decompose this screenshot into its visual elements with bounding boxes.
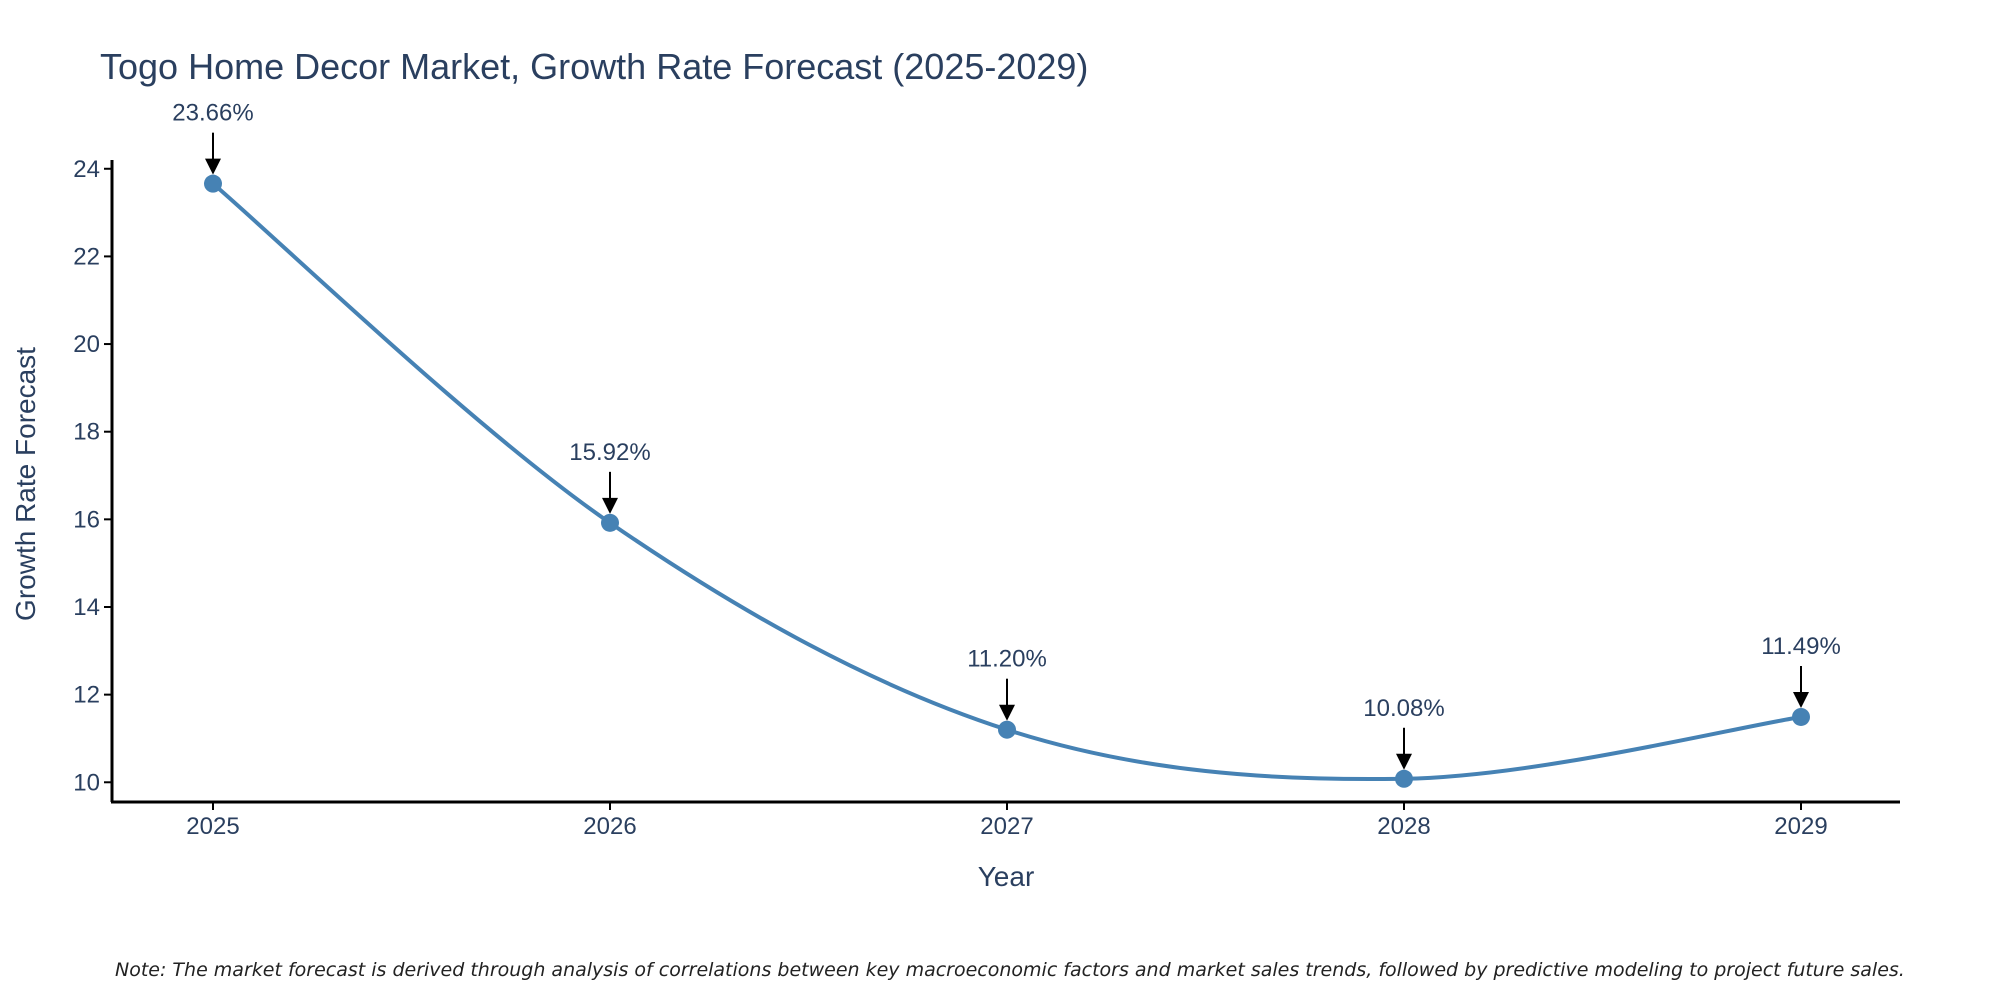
data-markers bbox=[204, 174, 1810, 788]
data-point bbox=[1792, 707, 1810, 726]
y-axis-title: Growth Rate Forecast bbox=[10, 347, 41, 621]
data-point bbox=[601, 513, 619, 532]
y-tick-label: 18 bbox=[73, 419, 100, 446]
y-tick-label: 16 bbox=[73, 506, 100, 533]
data-point bbox=[204, 174, 222, 193]
annotation-arrow-head bbox=[1793, 691, 1809, 708]
data-label: 10.08% bbox=[1363, 695, 1444, 722]
data-label: 11.20% bbox=[967, 646, 1047, 673]
data-label: 11.49% bbox=[1761, 633, 1841, 660]
annotation-arrow-head bbox=[205, 158, 221, 175]
data-label: 23.66% bbox=[172, 100, 253, 127]
y-tick-label: 20 bbox=[73, 331, 100, 358]
y-axis-ticks: 10 12 14 16 18 20 22 24 bbox=[73, 156, 112, 796]
x-tick-label: 2025 bbox=[186, 813, 239, 840]
x-tick-label: 2027 bbox=[980, 813, 1033, 840]
data-label: 15.92% bbox=[569, 439, 650, 466]
footnote: Note: The market forecast is derived thr… bbox=[115, 959, 1905, 981]
y-tick-label: 10 bbox=[73, 769, 100, 796]
y-tick-label: 22 bbox=[73, 243, 100, 270]
data-point bbox=[998, 720, 1016, 739]
series-line bbox=[211, 182, 1802, 782]
x-axis-ticks: 2025 2026 2027 2028 2029 bbox=[186, 802, 1828, 840]
annotation-arrow-head bbox=[1396, 753, 1412, 770]
annotation-arrow-head bbox=[999, 704, 1015, 721]
y-tick-label: 24 bbox=[73, 156, 100, 183]
annotation-arrow-head bbox=[602, 497, 618, 514]
y-tick-label: 14 bbox=[73, 594, 100, 621]
x-axis-title: Year bbox=[978, 861, 1035, 892]
chart-title: Togo Home Decor Market, Growth Rate Fore… bbox=[100, 46, 1088, 87]
x-tick-label: 2028 bbox=[1377, 813, 1430, 840]
data-point bbox=[1395, 769, 1413, 788]
x-tick-label: 2026 bbox=[583, 813, 636, 840]
x-tick-label: 2029 bbox=[1774, 813, 1827, 840]
y-tick-label: 12 bbox=[73, 682, 100, 709]
data-annotations: 23.66% 15.92% 11.20% 10.08% 11.49% bbox=[172, 100, 1841, 770]
